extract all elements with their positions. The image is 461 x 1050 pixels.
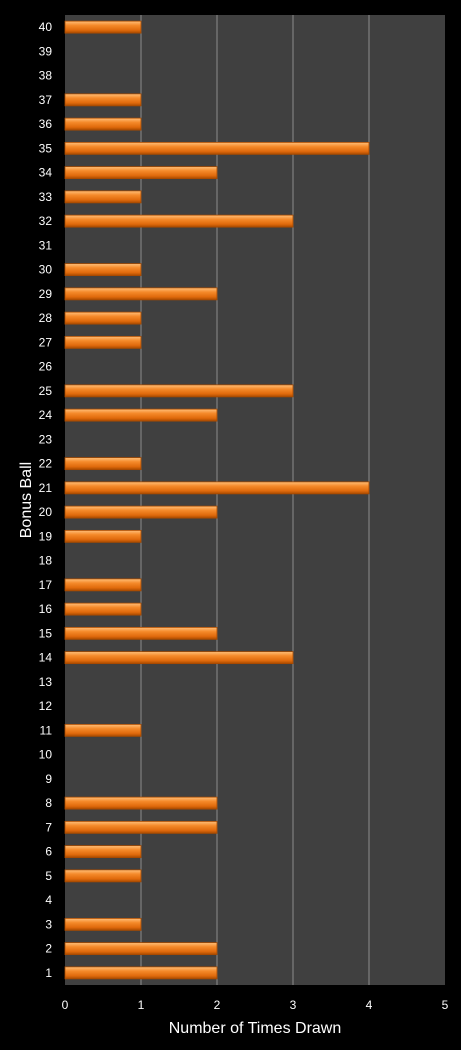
bar-bonus-ball-19 bbox=[64, 529, 142, 543]
bar-bonus-ball-7 bbox=[64, 820, 218, 834]
y-axis-tick-labels: 1234567891011121314151617181920212223242… bbox=[39, 20, 53, 980]
y-tick-label: 30 bbox=[39, 263, 53, 277]
y-tick-label: 32 bbox=[39, 214, 53, 228]
bar-bonus-ball-20 bbox=[64, 505, 218, 519]
y-tick-label: 39 bbox=[39, 44, 53, 58]
y-tick-label: 19 bbox=[39, 529, 53, 543]
y-tick-label: 33 bbox=[39, 190, 53, 204]
y-tick-label: 38 bbox=[39, 69, 53, 83]
bar-bonus-ball-22 bbox=[64, 457, 142, 471]
bars bbox=[64, 20, 370, 980]
y-tick-label: 31 bbox=[39, 238, 53, 252]
y-tick-label: 2 bbox=[45, 942, 52, 956]
x-axis-tick-labels: 0 1 2 3 4 5 bbox=[62, 998, 449, 1012]
bar-bonus-ball-35 bbox=[64, 141, 370, 155]
plot-area bbox=[65, 15, 445, 985]
y-tick-label: 24 bbox=[39, 408, 53, 422]
y-tick-label: 35 bbox=[39, 141, 53, 155]
y-tick-label: 18 bbox=[39, 554, 53, 568]
bar-bonus-ball-24 bbox=[64, 408, 218, 422]
bar-bonus-ball-27 bbox=[64, 335, 142, 349]
y-tick-label: 13 bbox=[39, 675, 53, 689]
bar-bonus-ball-15 bbox=[64, 626, 218, 640]
y-axis-title: Bonus Ball bbox=[18, 462, 35, 539]
bar-bonus-ball-29 bbox=[64, 287, 218, 301]
bar-bonus-ball-1 bbox=[64, 966, 218, 980]
bar-bonus-ball-40 bbox=[64, 20, 142, 34]
bar-bonus-ball-21 bbox=[64, 481, 370, 495]
y-tick-label: 36 bbox=[39, 117, 53, 131]
y-tick-label: 14 bbox=[39, 651, 53, 665]
bar-bonus-ball-34 bbox=[64, 166, 218, 180]
bar-bonus-ball-32 bbox=[64, 214, 294, 228]
x-tick-label: 2 bbox=[214, 998, 221, 1012]
x-axis-title: Number of Times Drawn bbox=[169, 1020, 342, 1037]
y-tick-label: 1 bbox=[45, 966, 52, 980]
y-tick-label: 25 bbox=[39, 384, 53, 398]
bar-bonus-ball-37 bbox=[64, 93, 142, 107]
x-tick-label: 3 bbox=[290, 998, 297, 1012]
y-tick-label: 12 bbox=[39, 699, 53, 713]
bar-bonus-ball-2 bbox=[64, 942, 218, 956]
bar-bonus-ball-5 bbox=[64, 869, 142, 883]
bar-bonus-ball-14 bbox=[64, 651, 294, 665]
y-tick-label: 22 bbox=[39, 457, 53, 471]
bar-bonus-ball-28 bbox=[64, 311, 142, 325]
bar-bonus-ball-6 bbox=[64, 845, 142, 859]
y-tick-label: 4 bbox=[45, 893, 52, 907]
y-tick-label: 10 bbox=[39, 748, 53, 762]
bar-bonus-ball-30 bbox=[64, 263, 142, 277]
y-tick-label: 34 bbox=[39, 166, 53, 180]
bar-bonus-ball-16 bbox=[64, 602, 142, 616]
bar-bonus-ball-36 bbox=[64, 117, 142, 131]
y-tick-label: 7 bbox=[45, 820, 52, 834]
y-tick-label: 26 bbox=[39, 360, 53, 374]
y-tick-label: 28 bbox=[39, 311, 53, 325]
y-tick-label: 23 bbox=[39, 432, 53, 446]
bar-bonus-ball-17 bbox=[64, 578, 142, 592]
x-tick-label: 1 bbox=[138, 998, 145, 1012]
y-tick-label: 40 bbox=[39, 20, 53, 34]
x-tick-label: 4 bbox=[366, 998, 373, 1012]
y-tick-label: 11 bbox=[40, 723, 53, 737]
y-tick-label: 37 bbox=[39, 93, 53, 107]
y-tick-label: 6 bbox=[45, 845, 52, 859]
y-tick-label: 9 bbox=[45, 772, 52, 786]
y-tick-label: 15 bbox=[39, 626, 53, 640]
y-tick-label: 16 bbox=[39, 602, 53, 616]
y-tick-label: 21 bbox=[39, 481, 53, 495]
y-tick-label: 27 bbox=[39, 335, 53, 349]
y-tick-label: 8 bbox=[45, 796, 52, 810]
y-tick-label: 17 bbox=[39, 578, 53, 592]
y-tick-label: 5 bbox=[45, 869, 52, 883]
x-tick-label: 5 bbox=[442, 998, 449, 1012]
bar-bonus-ball-25 bbox=[64, 384, 294, 398]
x-tick-label: 0 bbox=[62, 998, 69, 1012]
bar-bonus-ball-8 bbox=[64, 796, 218, 810]
y-tick-label: 29 bbox=[39, 287, 53, 301]
y-tick-label: 20 bbox=[39, 505, 53, 519]
bar-bonus-ball-11 bbox=[64, 723, 142, 737]
y-tick-label: 3 bbox=[45, 917, 52, 931]
bar-bonus-ball-3 bbox=[64, 917, 142, 931]
bar-bonus-ball-33 bbox=[64, 190, 142, 204]
